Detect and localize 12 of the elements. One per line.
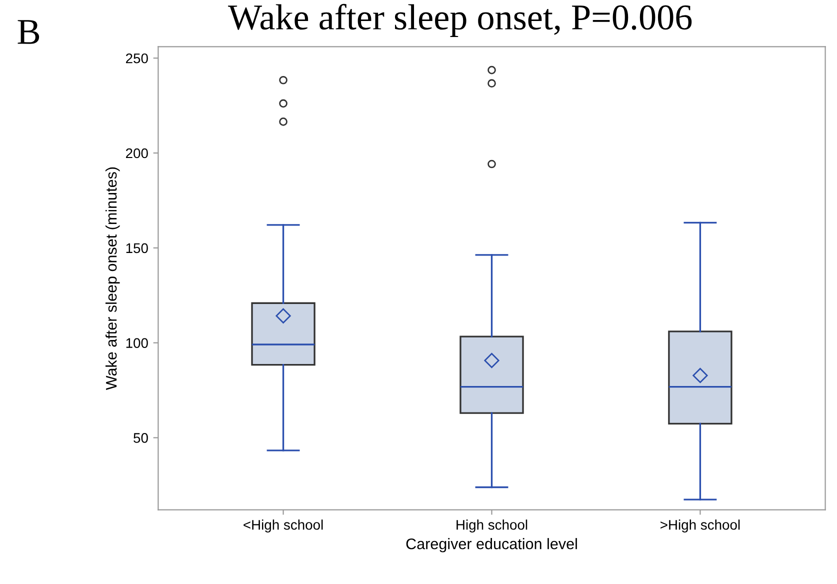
x-tick-label: >High school	[660, 520, 740, 532]
x-tick-label: High school	[456, 520, 528, 532]
y-tick-label: 150	[126, 243, 148, 254]
y-axis-title: Wake after sleep onset (minutes)	[106, 167, 120, 390]
text: B	[18, 20, 40, 44]
y-tick-label: 200	[126, 148, 148, 158]
y-tick-label: 100	[126, 338, 148, 348]
y-tick-label: 250	[126, 53, 148, 64]
chart-title: Wake after sleep onset, P=0.006	[228, 4, 692, 37]
y-tick-label: 50	[134, 433, 148, 443]
x-axis-title: Caregiver education level	[406, 538, 577, 552]
x-tick-label: <High school	[244, 520, 323, 532]
